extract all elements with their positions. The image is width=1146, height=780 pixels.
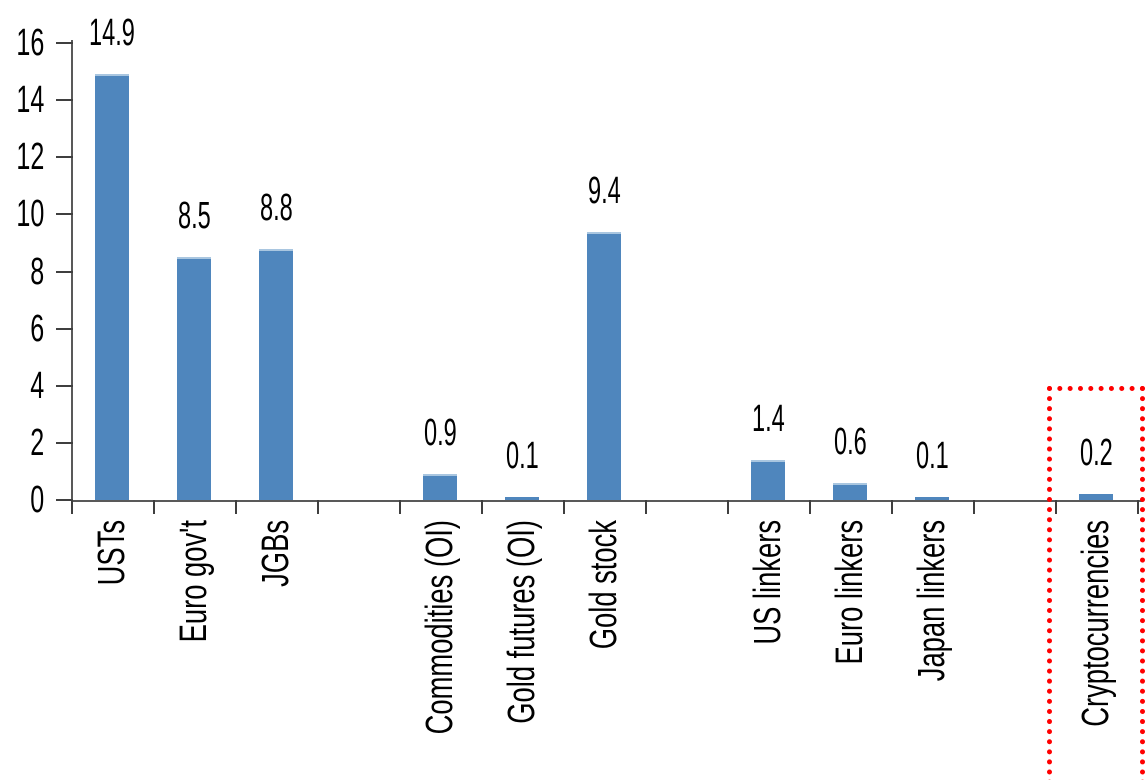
category-label-text: USTs [91, 520, 133, 586]
x-axis-line [71, 500, 1143, 502]
category-label: USTs [91, 520, 133, 585]
x-tick [563, 500, 565, 514]
bar [423, 474, 457, 500]
category-label-text: JGBs [255, 520, 297, 587]
bar-value-label-text: 0.2 [1079, 432, 1113, 474]
y-tick [56, 213, 73, 216]
bar-value-label-text: 0.6 [833, 421, 867, 463]
y-tick-label-text: 6 [30, 307, 44, 350]
category-label-text: Euro linkers [829, 520, 871, 665]
x-tick [481, 500, 483, 514]
y-tick-label: 16 [0, 24, 44, 62]
y-tick-label: 2 [0, 424, 44, 462]
bar-value-label: 9.4 [534, 172, 674, 210]
y-tick-label-text: 8 [30, 250, 44, 293]
x-tick [1055, 500, 1057, 514]
x-tick [1137, 500, 1139, 514]
bar-value-label-text: 9.4 [587, 170, 621, 212]
bar [751, 460, 785, 500]
bar-value-label: 14.9 [42, 14, 182, 52]
y-tick-label-text: 14 [16, 79, 44, 122]
y-tick [56, 270, 73, 273]
bar-value-label: 0.1 [452, 437, 592, 475]
category-label: Commodities (OI) [419, 520, 461, 734]
x-tick [71, 500, 73, 514]
bar-value-label: 0.9 [370, 414, 510, 452]
x-tick [153, 500, 155, 514]
y-tick [56, 99, 73, 102]
category-label-text: Euro gov't [173, 520, 215, 643]
x-tick [973, 500, 975, 514]
bar-value-label-text: 0.1 [505, 435, 539, 477]
category-label-text: Gold futures (OI) [501, 520, 543, 724]
y-tick-label: 0 [0, 481, 44, 519]
y-tick-label-text: 16 [16, 22, 44, 64]
bar-value-label-text: 1.4 [751, 398, 785, 440]
x-tick [891, 500, 893, 514]
category-label: Euro gov't [173, 520, 215, 642]
bar-value-label-text: 8.5 [177, 195, 211, 237]
bar [95, 74, 129, 500]
bar-value-label: 0.6 [780, 423, 920, 461]
y-tick-label: 8 [0, 253, 44, 291]
y-tick [56, 499, 73, 501]
category-label: Gold futures (OI) [501, 520, 543, 724]
x-tick [399, 500, 401, 514]
category-label: JGBs [255, 520, 297, 587]
bar [1079, 494, 1113, 500]
y-tick [56, 441, 73, 444]
y-tick [56, 384, 73, 387]
bar-value-label-text: 0.1 [915, 435, 949, 477]
y-tick-label-text: 12 [16, 136, 44, 179]
y-tick-label-text: 2 [30, 421, 44, 464]
bar [177, 257, 211, 500]
x-tick [317, 500, 319, 514]
bar [587, 232, 621, 500]
y-tick-label: 4 [0, 367, 44, 405]
category-label-text: Commodities (OI) [419, 520, 461, 735]
highlight-box [1047, 386, 1145, 780]
category-label-text: US linkers [747, 520, 789, 645]
bar [505, 497, 539, 500]
bar [915, 497, 949, 500]
category-label: US linkers [747, 520, 789, 645]
x-tick [727, 500, 729, 514]
bar-value-label-text: 14.9 [89, 12, 135, 54]
y-tick [56, 42, 73, 44]
bar-value-label: 8.8 [206, 189, 346, 227]
y-tick [56, 156, 73, 159]
y-tick [56, 327, 73, 330]
category-label: Euro linkers [829, 520, 871, 664]
y-tick-label: 12 [0, 138, 44, 176]
y-tick-label-text: 4 [30, 364, 44, 407]
category-label-text: Japan linkers [911, 520, 953, 682]
bar [259, 249, 293, 500]
category-label: Gold stock [583, 520, 625, 649]
x-tick [235, 500, 237, 514]
bar [833, 483, 867, 500]
bar-value-label-text: 8.8 [259, 187, 293, 229]
x-tick [645, 500, 647, 514]
bar-value-label: 0.1 [862, 437, 1002, 475]
x-tick [809, 500, 811, 514]
bar-value-label: 1.4 [698, 400, 838, 438]
category-label-text: Gold stock [583, 520, 625, 650]
bar-value-label-text: 0.9 [423, 412, 457, 454]
y-tick-label: 14 [0, 81, 44, 119]
y-tick-label: 10 [0, 195, 44, 233]
bar-value-label: 8.5 [124, 197, 264, 235]
y-tick-label-text: 10 [16, 193, 44, 236]
y-tick-label-text: 0 [30, 479, 44, 521]
bar-value-label: 0.2 [1026, 434, 1146, 472]
y-tick-label: 6 [0, 310, 44, 348]
category-label: Japan linkers [911, 520, 953, 681]
